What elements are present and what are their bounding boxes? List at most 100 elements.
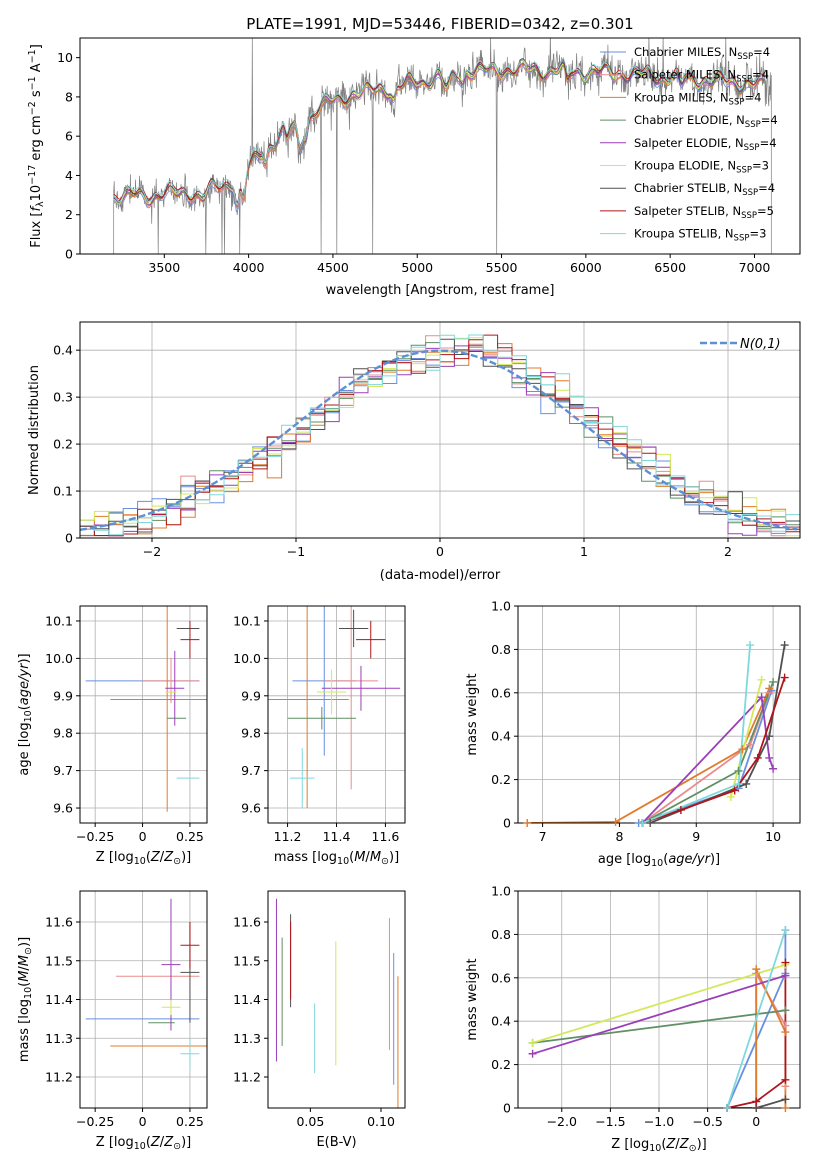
mass-vs-Z-x-label: Z [log10(Z/Z⊙)] [96,1135,191,1152]
error-bar-point [161,999,181,1015]
legend-entry: Chabrier ELODIE, NSSP=4 [634,113,778,130]
weight-marker [523,819,532,827]
weight-marker [765,753,774,762]
legend-entry: Salpeter ELODIE, NSSP=4 [634,136,777,153]
spectrum-marks [113,38,772,254]
x-tick-label: 11.4 [323,829,351,844]
weight-marker [781,971,790,980]
y-tick-label: 11.2 [45,1070,73,1085]
weight-line [755,970,787,1108]
y-tick-label: 0.6 [491,970,511,985]
weight-marker [780,641,789,650]
weight-marker [746,641,755,650]
weight-line [755,968,787,1108]
y-tick-label: 9.9 [241,688,261,703]
y-tick-label: 0.2 [491,772,511,787]
age-vs-Z-y-label: age [log10(age/yr)] [17,653,34,775]
x-tick-label: 6000 [570,260,602,275]
weight-vs-Z-marks [518,891,800,1108]
x-tick-label: −0.5 [692,1114,722,1129]
reference-legend-label: N(0,1) [740,337,781,352]
weight-line [532,974,786,1055]
y-tick-label: 1.0 [491,599,511,614]
spectrum-panel: 3500 4000 4500 5000 5500 6000 6500 7000 0 2 4 6 8 10 w… [27,37,801,298]
x-tick-label: 0.25 [176,829,204,844]
x-tick-label: −0.25 [76,829,114,844]
legend-entry: Salpeter MILES, NSSP=4 [634,68,769,85]
residuals-x-label: (data-model)/error [380,568,501,583]
x-tick-label: 9 [692,829,700,844]
weight-vs-Z-y-label: mass weight [465,958,480,1040]
weight-vs-age-x-label: age [log10(age/yr)] [598,852,720,869]
weight-marker [746,740,755,749]
weight-marker [781,926,790,935]
y-tick-label: 10.0 [233,651,261,666]
spectrum-frame [79,37,801,255]
weight-marker [757,675,766,684]
x-tick-label: 8 [615,829,623,844]
y-tick-label: 11.6 [233,915,261,930]
weight-line [726,929,787,1108]
y-tick-label: 9.6 [241,801,261,816]
y-tick-label: 0.8 [491,642,511,657]
y-tick-label: 9.7 [241,763,261,778]
legend-entry: Kroupa ELODIE, NSSP=3 [634,159,769,176]
x-tick-label: 4000 [233,260,265,275]
weight-marker [528,1049,537,1058]
y-tick-label: 11.3 [45,1031,73,1046]
y-tick-label: 6 [65,129,73,144]
error-bar-point [324,606,379,790]
residuals-y-label: Normed distribution [27,365,42,495]
y-tick-label: 10.1 [233,613,261,628]
weight-line [641,695,774,823]
x-tick-label: 5500 [486,260,518,275]
weight-marker [738,745,747,754]
weight-marker [752,1097,761,1106]
weight-marker [734,779,743,788]
age-vs-mass-frame [267,605,406,824]
x-tick-label: −2.0 [547,1114,577,1129]
x-tick-label: 0 [139,829,147,844]
spectrum-plot-area [113,38,772,254]
weight-vs-age-panel: 7 8 9 10 0 0.2 0.4 0.6 0.8 1.0 age [log10(age/yr)]… [465,599,801,869]
error-bar-point [165,650,185,726]
y-tick-label: 9.6 [53,801,73,816]
error-bar-point [321,665,401,711]
x-tick-label: −1.5 [595,1114,625,1129]
model-spectrum [113,58,765,205]
legend-entry: Salpeter STELIB, NSSP=5 [634,204,774,221]
age-vs-mass-plot-area [268,606,405,823]
observed-spectrum [113,38,772,254]
y-tick-label: 2 [65,207,73,222]
x-tick-label: 7000 [739,260,771,275]
spectrum-x-label: wavelength [Angstrom, rest frame] [326,283,555,298]
y-tick-label: 11.6 [45,915,73,930]
weight-marker [781,1006,790,1015]
x-tick-label: 11.2 [274,829,302,844]
age-vs-Z-frame [79,605,208,824]
y-tick-label: 0.4 [53,343,73,358]
y-tick-label: 8 [65,89,73,104]
y-tick-label: 9.8 [241,726,261,741]
weight-line [729,679,763,798]
weight-marker [723,1104,732,1112]
x-tick-label: 10 [765,829,781,844]
y-tick-label: 0.4 [491,1014,511,1029]
model-spectrum [113,65,765,213]
error-bar-point [180,1038,200,1070]
error-bar-point [316,669,347,715]
gaussian-reference-curve [80,349,798,531]
y-tick-label: 11.5 [45,953,73,968]
weight-marker [781,1095,790,1104]
spectrum-y-label: Flux [fλ10−17 erg cm−2 s−1 A−1] [27,44,46,248]
y-tick-label: 0.3 [53,390,73,405]
weight-vs-Z-x-label: Z [log10(Z/Z⊙)] [611,1137,706,1154]
legend-entry: Chabrier STELIB, NSSP=4 [634,181,775,198]
weight-vs-Z-frame [517,890,801,1109]
y-tick-label: 0 [65,247,73,262]
mass-vs-Z-marks [80,891,207,1108]
mass-vs-ebv-frame [267,890,406,1109]
error-bar-point [180,922,200,969]
y-tick-label: 0.4 [491,729,511,744]
